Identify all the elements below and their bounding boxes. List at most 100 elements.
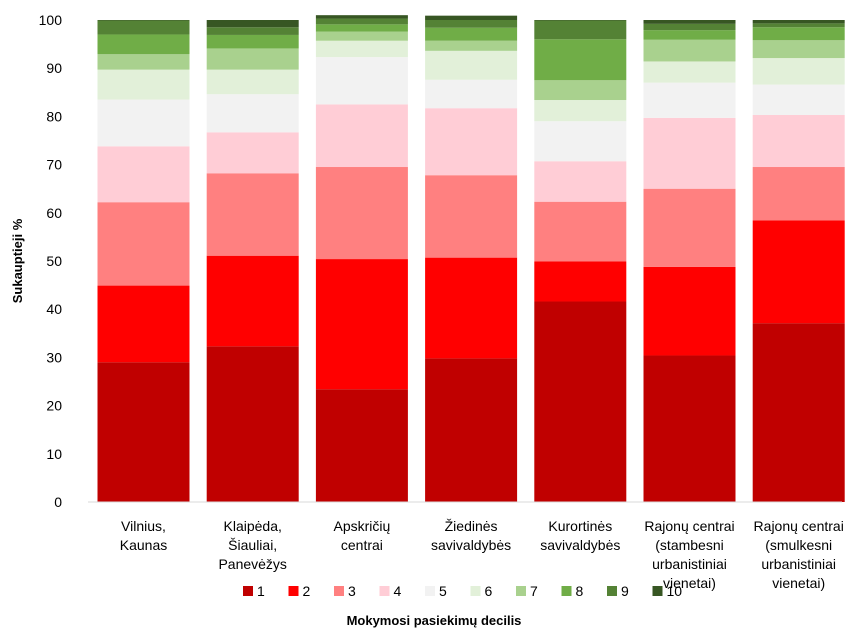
legend-swatch — [380, 586, 390, 596]
bar-segment-decile-9 — [98, 20, 190, 34]
x-category-line: Žiedinės — [445, 518, 498, 534]
bar-segment-decile-3 — [534, 202, 626, 262]
bar-segment-decile-9 — [316, 19, 408, 25]
bar-segment-decile-10 — [753, 20, 845, 23]
x-category-line: Kurortinės — [548, 518, 612, 534]
bar-segment-decile-3 — [753, 167, 845, 221]
y-tick-label: 0 — [54, 494, 62, 510]
bar-segment-decile-8 — [207, 35, 299, 48]
bar-segment-decile-9 — [207, 27, 299, 35]
bar-segment-decile-10 — [207, 20, 299, 27]
x-category-line: Rajonų centrai — [644, 518, 734, 534]
legend-label: 7 — [530, 583, 538, 599]
bar-segment-decile-7 — [534, 80, 626, 100]
x-category-line: urbanistiniai — [652, 556, 727, 572]
bar-segment-decile-3 — [644, 189, 736, 267]
bar-segment-decile-3 — [207, 173, 299, 255]
x-category-line: (smulkesni — [765, 537, 832, 553]
bar-segment-decile-3 — [425, 175, 517, 257]
y-tick-label: 70 — [46, 157, 62, 173]
legend-label: 8 — [576, 583, 584, 599]
legend-swatch — [653, 586, 663, 596]
legend-swatch — [471, 586, 481, 596]
x-category-line: Vilnius, — [121, 518, 166, 534]
bar-segment-decile-1 — [753, 323, 845, 502]
bar-segment-decile-4 — [753, 115, 845, 167]
bar-segment-decile-4 — [534, 161, 626, 201]
bar-segment-decile-10 — [644, 20, 736, 24]
bar-segment-decile-6 — [425, 51, 517, 80]
y-tick-label: 30 — [46, 349, 62, 365]
legend-label: 10 — [667, 583, 683, 599]
x-category-label: Klaipėda,Šiauliai,Panevėžys — [218, 518, 286, 572]
bar-segment-decile-5 — [207, 94, 299, 132]
legend-swatch — [289, 586, 299, 596]
bar-segment-decile-9 — [753, 23, 845, 27]
legend-label: 9 — [621, 583, 629, 599]
bar-segment-decile-7 — [207, 48, 299, 69]
bar-segment-decile-7 — [98, 54, 190, 69]
bar-segment-decile-5 — [316, 57, 408, 104]
x-category-line: centrai — [341, 537, 383, 553]
bar-segment-decile-10 — [316, 15, 408, 18]
y-tick-label: 50 — [46, 253, 62, 269]
bar-segment-decile-3 — [316, 167, 408, 259]
bar-segment-decile-2 — [753, 221, 845, 324]
bar-segment-decile-7 — [644, 40, 736, 62]
x-category-line: Klaipėda, — [224, 518, 282, 534]
bar-segment-decile-1 — [316, 389, 408, 502]
bar-segment-decile-2 — [98, 286, 190, 363]
bar-segment-decile-7 — [316, 32, 408, 41]
legend-label: 6 — [485, 583, 493, 599]
y-axis-title: Sukauptieji % — [10, 218, 25, 303]
bar-segment-decile-5 — [425, 80, 517, 108]
x-category-line: savivaldybės — [540, 537, 620, 553]
legend-label: 2 — [303, 583, 311, 599]
bar-segment-decile-7 — [753, 40, 845, 58]
bar-segment-decile-6 — [207, 70, 299, 95]
bar-segment-decile-2 — [316, 259, 408, 389]
bar-segment-decile-5 — [534, 121, 626, 161]
bar-segment-decile-1 — [644, 355, 736, 502]
x-category-label: Rajonų centrai (smulkesni urbanistiniai vie… — [754, 518, 844, 591]
x-category-label: Vilnius, Kaunas — [120, 518, 167, 553]
bar-segment-decile-4 — [644, 118, 736, 189]
bar-segment-decile-4 — [316, 104, 408, 167]
bar-segment-decile-6 — [316, 41, 408, 57]
bar-segment-decile-6 — [534, 100, 626, 121]
bar-segment-decile-3 — [98, 202, 190, 285]
legend-label: 4 — [394, 583, 402, 599]
bar-segment-decile-8 — [753, 27, 845, 40]
bar-segment-decile-2 — [207, 256, 299, 347]
y-tick-label: 10 — [46, 446, 62, 462]
legend-label: 3 — [348, 583, 356, 599]
bar-segment-decile-6 — [98, 70, 190, 100]
bar-segment-decile-6 — [644, 61, 736, 82]
bar-segment-decile-8 — [425, 28, 517, 41]
bar-segment-decile-8 — [644, 30, 736, 40]
y-tick-label: 80 — [46, 108, 62, 124]
x-category-line: vienetai) — [772, 575, 825, 591]
x-category-line: urbanistiniai — [761, 556, 836, 572]
bar-segment-decile-9 — [644, 24, 736, 30]
bar-segment-decile-1 — [207, 346, 299, 502]
bar-segment-decile-10 — [425, 16, 517, 20]
bar-segment-decile-1 — [425, 358, 517, 502]
bar-segment-decile-9 — [534, 20, 626, 39]
x-category-line: Kaunas — [120, 537, 167, 553]
bar-segment-decile-5 — [98, 100, 190, 147]
legend-label: 1 — [257, 583, 265, 599]
bar-segment-decile-5 — [644, 83, 736, 118]
x-category-line: Rajonų centrai — [754, 518, 844, 534]
legend-swatch — [562, 586, 572, 596]
x-category-line: Apskričių — [334, 518, 391, 534]
bar-segment-decile-8 — [534, 39, 626, 80]
legend-label: 5 — [439, 583, 447, 599]
bar-segment-decile-4 — [425, 108, 517, 175]
y-tick-label: 100 — [39, 12, 63, 28]
bar-segment-decile-2 — [425, 258, 517, 359]
x-category-line: Panevėžys — [218, 556, 286, 572]
